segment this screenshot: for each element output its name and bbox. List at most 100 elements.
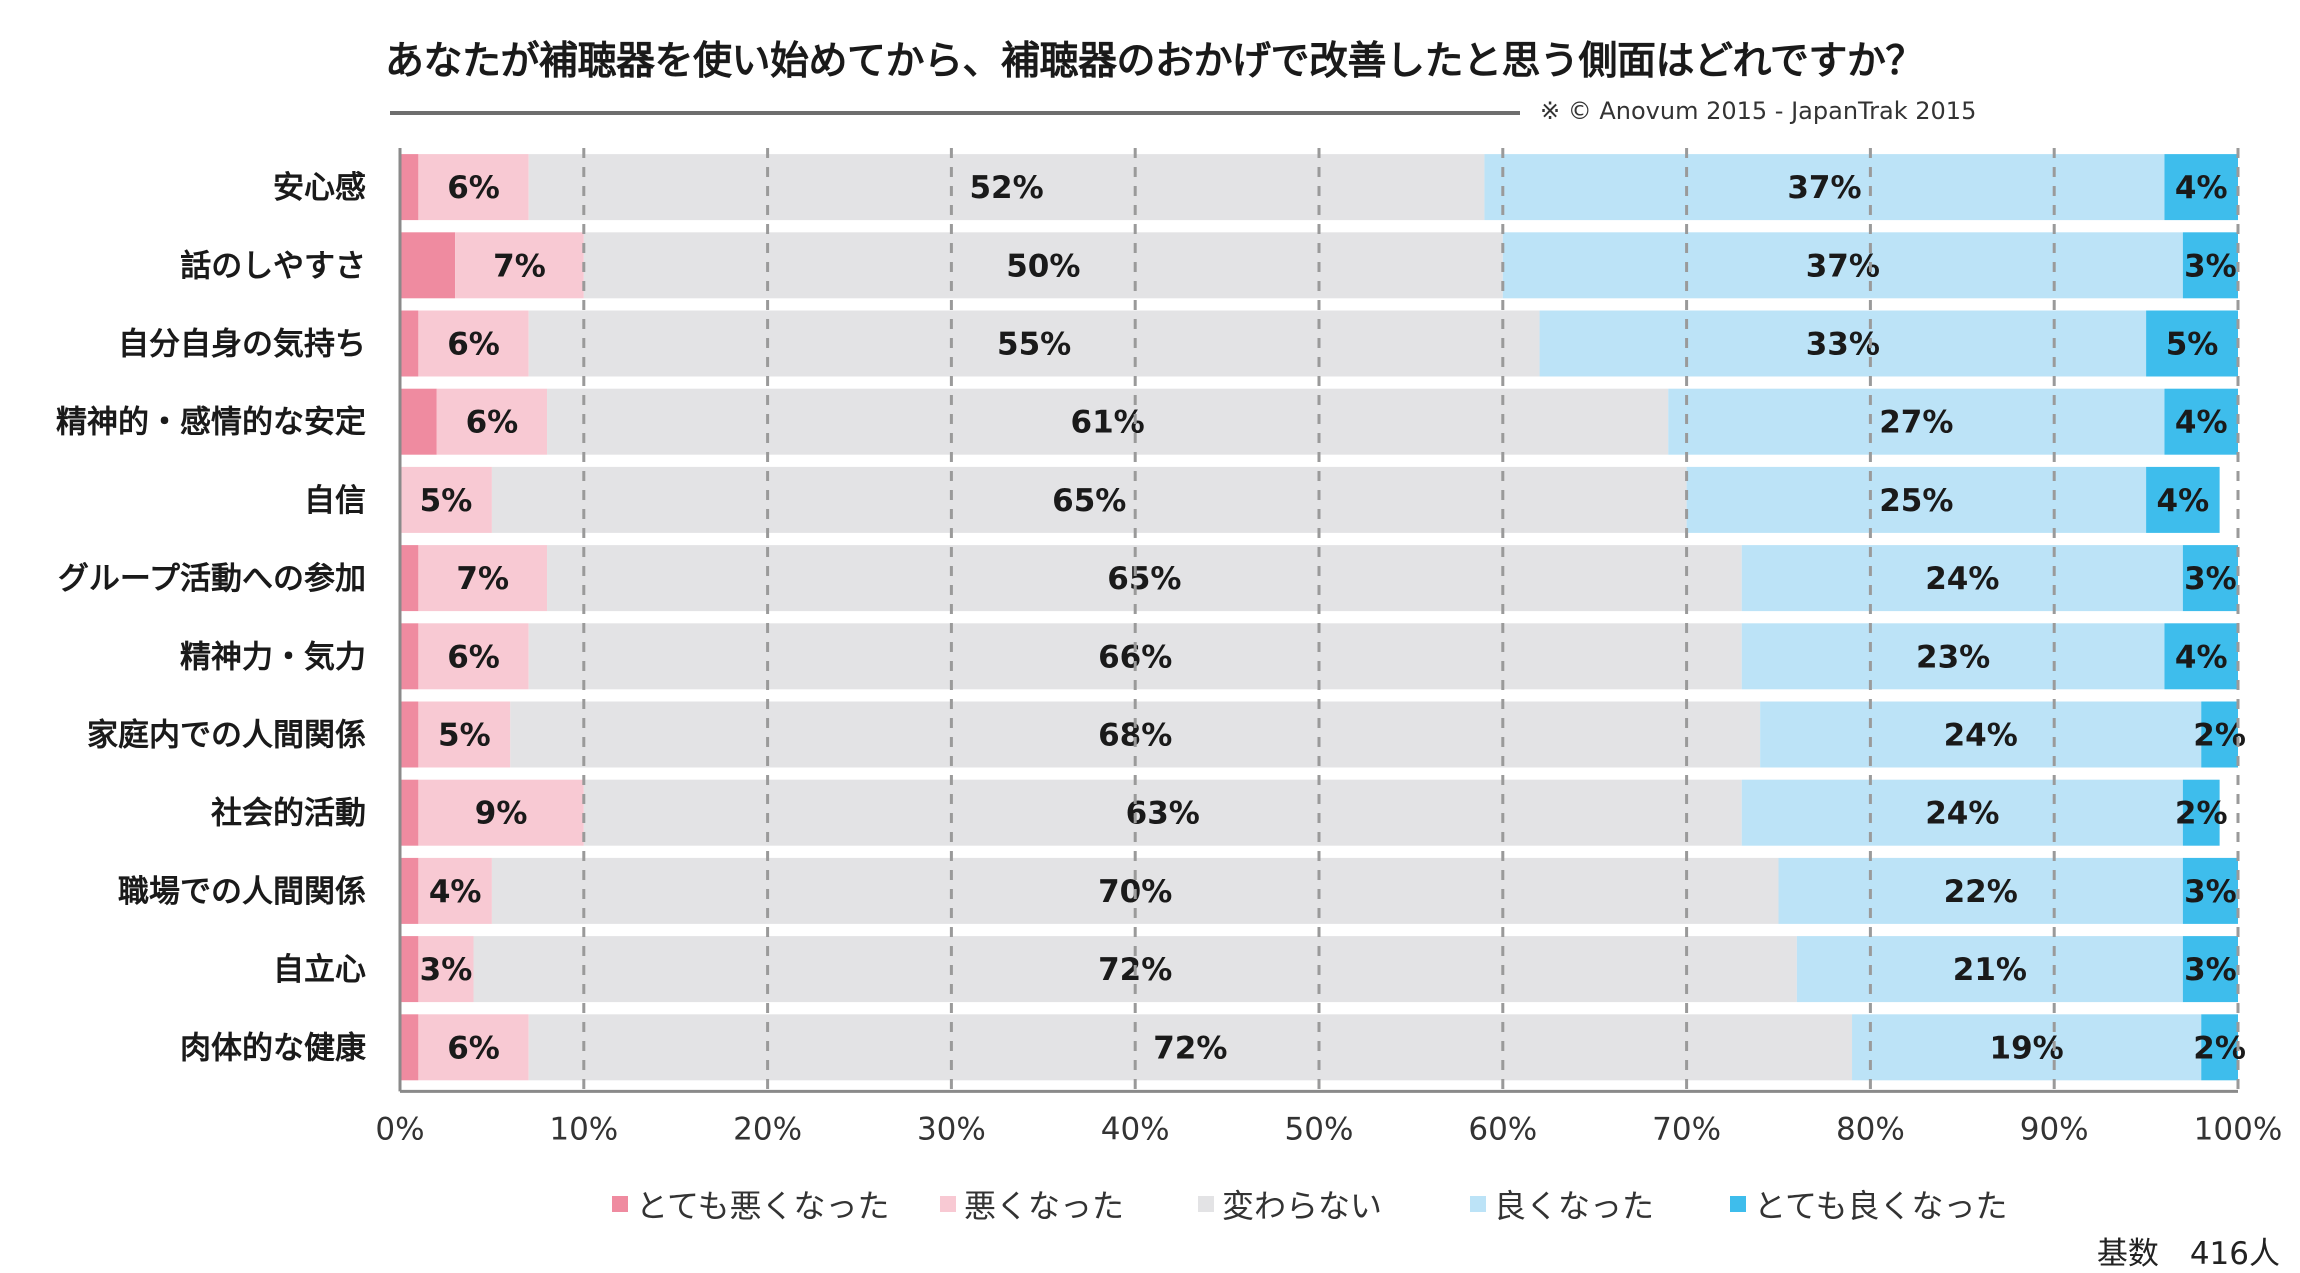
data-label: 22% (1944, 874, 2018, 910)
data-label: 24% (1944, 718, 2018, 754)
category-label: 肉体的な健康 (180, 1030, 367, 1066)
bar-segment (418, 623, 529, 690)
bar-segment (418, 779, 584, 846)
data-label: 6% (447, 1030, 500, 1066)
category-label: 精神的・感情的な安定 (56, 405, 366, 441)
bar-segment (1668, 388, 2165, 455)
bar-segment (1852, 1014, 2202, 1081)
legend-swatch (1198, 1196, 1214, 1212)
bar-segment (418, 857, 492, 924)
legend-item: 良くなった (1470, 1182, 1654, 1226)
data-label: 3% (2184, 248, 2237, 284)
data-label: 65% (1107, 561, 1181, 597)
bar-segment (528, 1014, 1853, 1081)
bar-segment (400, 857, 419, 924)
x-tick-label: 70% (1652, 1111, 1721, 1147)
data-label: 55% (997, 327, 1071, 363)
bar-segment (2182, 545, 2238, 612)
bar-segment (583, 779, 1742, 846)
bar-segment (2182, 779, 2220, 846)
data-label: 6% (466, 405, 519, 441)
bar-segment (1796, 936, 2183, 1003)
data-label: 27% (1879, 405, 1953, 441)
data-label: 9% (475, 796, 528, 832)
legend-label: 変わらない (1222, 1187, 1383, 1225)
category-label: 自分自身の気持ち (118, 327, 366, 363)
bar-segment (2164, 154, 2238, 221)
source-note: ※ © Anovum 2015 - JapanTrak 2015 (1540, 97, 1977, 125)
data-label: 37% (1787, 170, 1861, 206)
legend-swatch (1470, 1196, 1486, 1212)
x-tick-label: 60% (1468, 1111, 1537, 1147)
bar-segment (2182, 857, 2238, 924)
bar-segment (418, 154, 529, 221)
data-label: 52% (969, 170, 1043, 206)
data-label: 4% (2175, 405, 2228, 441)
category-label: 自立心 (273, 952, 366, 988)
bar-segment (491, 466, 1687, 533)
bar-segment (528, 623, 1742, 690)
bar-segment (2201, 701, 2238, 768)
bar-segment (400, 466, 492, 533)
base-count-note: 基数 416人 (2096, 1236, 2280, 1272)
legend-label: 良くなった (1494, 1187, 1655, 1225)
data-label: 5% (438, 718, 491, 754)
bar-segment (1741, 779, 2183, 846)
data-label: 25% (1879, 483, 1953, 519)
bar-segment (1502, 232, 2183, 299)
bar-segment (400, 779, 419, 846)
bar-segment (455, 232, 584, 299)
legend-swatch (1730, 1196, 1746, 1212)
bar-segment (400, 701, 419, 768)
data-label: 33% (1806, 327, 1880, 363)
bar-segment (528, 310, 1540, 377)
bar-segment (400, 154, 419, 221)
data-label: 4% (2175, 639, 2228, 675)
bar-segment (1539, 310, 2147, 377)
category-label: グループ活動への参加 (58, 561, 366, 597)
data-label: 5% (2166, 327, 2219, 363)
bar-segment (400, 310, 419, 377)
bar-segment (2201, 1014, 2238, 1081)
data-label: 63% (1126, 796, 1200, 832)
data-label: 24% (1925, 561, 1999, 597)
bar-segment (418, 310, 529, 377)
title-rule (390, 111, 1520, 115)
bar-segment (547, 388, 1669, 455)
chart-title: あなたが補聴器を使い始めてから、補聴器のおかげで改善したと思う側面はどれですか？ (385, 39, 1924, 84)
data-label: 4% (429, 874, 482, 910)
data-label: 3% (2184, 952, 2237, 988)
data-label: 50% (1006, 248, 1080, 284)
bar-segment (2182, 936, 2238, 1003)
x-tick-label: 30% (917, 1111, 986, 1147)
x-tick-label: 100% (2194, 1111, 2283, 1147)
data-label: 7% (456, 561, 509, 597)
bar-segment (418, 1014, 529, 1081)
data-label: 23% (1916, 639, 1990, 675)
x-tick-label: 50% (1285, 1111, 1354, 1147)
x-tick-label: 10% (549, 1111, 618, 1147)
category-label: 社会的活動 (211, 796, 366, 832)
legend: とても悪くなった 悪くなった 変わらない 良くなった とても良くなった (0, 1182, 2300, 1226)
bar-segment (1484, 154, 2165, 221)
bar-segment (400, 1014, 419, 1081)
x-tick-label: 20% (733, 1111, 802, 1147)
legend-label: とても悪くなった (636, 1187, 890, 1225)
data-label: 21% (1953, 952, 2027, 988)
legend-item: 悪くなった (940, 1182, 1124, 1226)
bar-segment (547, 545, 1742, 612)
category-label: 精神力・気力 (180, 639, 366, 675)
legend-label: 悪くなった (964, 1187, 1125, 1225)
bar-segment (418, 701, 511, 768)
bar-segment (583, 232, 1503, 299)
bar-segment (2182, 232, 2238, 299)
category-label: 家庭内での人間関係 (87, 718, 366, 754)
category-label: 自信 (304, 483, 366, 519)
x-tick-label: 0% (375, 1111, 424, 1147)
legend-item: とても悪くなった (612, 1182, 889, 1226)
bar-segment (400, 232, 456, 299)
bar-segment (1686, 466, 2147, 533)
data-label: 19% (1990, 1030, 2064, 1066)
bar-segment (400, 388, 437, 455)
